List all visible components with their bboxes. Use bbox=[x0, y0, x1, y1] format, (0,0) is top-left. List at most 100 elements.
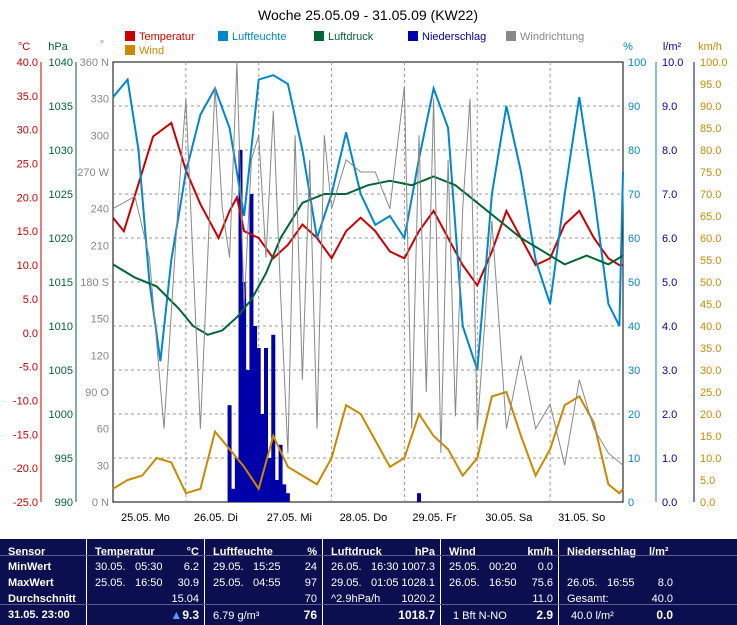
temp-current: ▲9.3 bbox=[170, 608, 199, 622]
temp-tick-label: 30.0 bbox=[17, 125, 38, 137]
wind-tick-label: 85.0 bbox=[700, 123, 721, 135]
pressure-tick-label: 1015 bbox=[49, 277, 73, 289]
x-tick-label: 27.05. Mi bbox=[267, 512, 312, 524]
rain-max-time: 16:55 bbox=[607, 577, 635, 589]
rain-bar bbox=[249, 194, 254, 502]
humidity-tick-label: 50 bbox=[628, 277, 640, 289]
rain-column: Niederschlag l/m² 26.05. 16:55 8.0 Gesam… bbox=[558, 538, 677, 625]
temperature-column: Temperatur °C 30.05. 05:30 6.2 25.05. 16… bbox=[86, 538, 205, 625]
legend-label: Luftdruck bbox=[328, 31, 374, 43]
legend-swatch bbox=[218, 31, 228, 41]
wind-min-date: 25.05. bbox=[449, 561, 480, 573]
rain-tick-label: 2.0 bbox=[662, 409, 677, 421]
direction-tick-label: 150 bbox=[91, 314, 109, 326]
rain-bar bbox=[264, 348, 268, 502]
direction-tick-label: 30 bbox=[97, 460, 109, 472]
hum-max-value: 97 bbox=[304, 577, 317, 589]
x-tick-label: 31.05. So bbox=[558, 512, 605, 524]
wind-min-time: 00:20 bbox=[489, 561, 517, 573]
humidity-tick-label: 40 bbox=[628, 321, 640, 333]
grid bbox=[113, 62, 623, 502]
temp-current-value: 9.3 bbox=[182, 608, 199, 622]
humidity-column: Luftfeuchte % 29.05. 15:25 24 25.05. 04:… bbox=[204, 538, 323, 625]
temp-max-date: 25.05. bbox=[95, 577, 126, 589]
direction-tick-label: 210 bbox=[91, 240, 109, 252]
wind-tick-label: 15.0 bbox=[700, 431, 721, 443]
hum-max-date: 25.05. bbox=[213, 577, 244, 589]
humidity-header: Luftfeuchte bbox=[213, 546, 273, 558]
press-max-time: 01:05 bbox=[371, 577, 399, 589]
wind-tick-label: 95.0 bbox=[700, 79, 721, 91]
legend-label: Windrichtung bbox=[520, 31, 584, 43]
rain-bar bbox=[417, 493, 421, 502]
legend-swatch bbox=[506, 31, 516, 41]
temp-tick-label: 0.0 bbox=[23, 328, 38, 340]
wind-tick-label: 10.0 bbox=[700, 453, 721, 465]
legend-label: Luftfeuchte bbox=[232, 31, 286, 43]
temp-tick-label: -20.0 bbox=[13, 463, 38, 475]
rain-bar bbox=[278, 444, 283, 502]
temperature-header: Temperatur bbox=[95, 546, 155, 558]
sensor-header: Sensor bbox=[8, 546, 46, 558]
wind-max-time: 16:50 bbox=[489, 577, 517, 589]
wind-tick-label: 70.0 bbox=[700, 189, 721, 201]
pressure-unit: hPa bbox=[48, 41, 68, 53]
humidity-tick-label: 10 bbox=[628, 453, 640, 465]
press-max-date: 29.05. bbox=[331, 577, 362, 589]
rain-tick-label: 4.0 bbox=[662, 321, 677, 333]
summary-panel: Sensor MinWert MaxWert Durchschnitt 31.0… bbox=[0, 538, 737, 625]
hum-min-time: 15:25 bbox=[253, 561, 281, 573]
legend-swatch bbox=[408, 31, 418, 41]
rain-tick-label: 6.0 bbox=[662, 233, 677, 245]
wind-header: Wind bbox=[449, 546, 476, 558]
axis-units: °C hPa °% l/m² km/h bbox=[18, 39, 722, 53]
rain-bar bbox=[267, 458, 272, 502]
pressure-tick-label: 1030 bbox=[49, 145, 73, 157]
temp-tick-label: 25.0 bbox=[17, 159, 38, 171]
rain-bar bbox=[253, 326, 258, 502]
direction-tick-label: 360 N bbox=[80, 57, 109, 69]
temp-tick-label: -10.0 bbox=[13, 395, 38, 407]
wind-tick-label: 25.0 bbox=[700, 387, 721, 399]
pressure-tick-label: 1010 bbox=[49, 321, 73, 333]
temp-min-value: 6.2 bbox=[183, 561, 199, 573]
series-line-wind bbox=[112, 390, 624, 495]
x-tick-label: 30.05. Sa bbox=[485, 512, 533, 524]
pressure-tick-label: 1000 bbox=[49, 409, 73, 421]
direction-unit: ° bbox=[100, 39, 104, 51]
rain-bars bbox=[227, 150, 421, 502]
legend: Temperatur Wind Luftfeuchte Luftdruck Nieder… bbox=[125, 31, 584, 57]
press-current-value: 1018.7 bbox=[398, 608, 435, 622]
rain-bar bbox=[260, 414, 265, 502]
rain-tick-label: 1.0 bbox=[662, 453, 677, 465]
sensor-column: Sensor MinWert MaxWert Durchschnitt 31.0… bbox=[0, 538, 86, 625]
rain-bar bbox=[256, 348, 261, 502]
trend-down-icon: ▲ bbox=[170, 608, 183, 622]
rain-tick-label: 9.0 bbox=[662, 101, 677, 113]
wind-min-value: 0.0 bbox=[537, 561, 553, 573]
rain-bar bbox=[245, 370, 250, 502]
wind-tick-label: 60.0 bbox=[700, 233, 721, 245]
rain-max-value: 8.0 bbox=[657, 577, 673, 589]
wind-tick-label: 20.0 bbox=[700, 409, 721, 421]
rain-max-date: 26.05. bbox=[567, 577, 598, 589]
chart-title: Woche 25.05.09 - 31.05.09 (KW22) bbox=[258, 7, 478, 23]
rain-tick-label: 0.0 bbox=[662, 497, 677, 509]
humidity-tick-label: 0 bbox=[628, 497, 634, 509]
rain-bar bbox=[285, 493, 290, 502]
temp-tick-label: -25.0 bbox=[13, 497, 38, 509]
hum-min-date: 29.05. bbox=[213, 561, 244, 573]
rain-bar bbox=[231, 488, 236, 502]
series-line-temperatur bbox=[112, 121, 623, 288]
temp-tick-label: -15.0 bbox=[13, 429, 38, 441]
temp-tick-label: 20.0 bbox=[17, 192, 38, 204]
temp-avg-value: 15.04 bbox=[171, 593, 199, 605]
humidity-tick-label: 80 bbox=[628, 145, 640, 157]
rain-header: Niederschlag bbox=[567, 546, 637, 558]
wind-tick-label: 55.0 bbox=[700, 255, 721, 267]
wind-tick-label: 0.0 bbox=[700, 497, 715, 509]
timestamp: 31.05. 23:00 bbox=[8, 609, 70, 621]
x-tick-label: 26.05. Di bbox=[194, 512, 238, 524]
humidity-tick-label: 20 bbox=[628, 409, 640, 421]
rain-bar bbox=[234, 458, 239, 502]
